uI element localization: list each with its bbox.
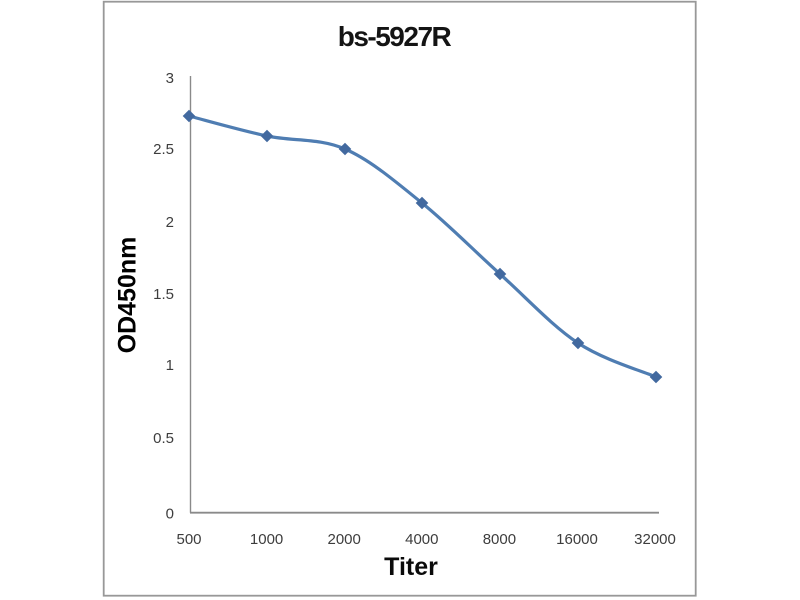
svg-text:2000: 2000 xyxy=(328,531,361,548)
svg-text:2.5: 2.5 xyxy=(153,141,174,158)
svg-text:1000: 1000 xyxy=(250,531,283,548)
svg-text:2: 2 xyxy=(166,214,174,231)
svg-text:500: 500 xyxy=(176,531,201,548)
svg-text:Titer: Titer xyxy=(384,553,438,581)
svg-text:32000: 32000 xyxy=(634,531,676,548)
svg-text:3: 3 xyxy=(166,70,174,87)
svg-text:4000: 4000 xyxy=(405,531,438,548)
svg-text:16000: 16000 xyxy=(556,531,598,548)
svg-text:8000: 8000 xyxy=(483,531,516,548)
svg-text:bs-5927R: bs-5927R xyxy=(338,21,452,52)
svg-text:1.5: 1.5 xyxy=(153,286,174,303)
svg-text:OD450nm: OD450nm xyxy=(114,237,142,354)
svg-text:1: 1 xyxy=(166,357,174,374)
svg-text:0: 0 xyxy=(166,506,174,523)
svg-text:0.5: 0.5 xyxy=(153,430,174,447)
